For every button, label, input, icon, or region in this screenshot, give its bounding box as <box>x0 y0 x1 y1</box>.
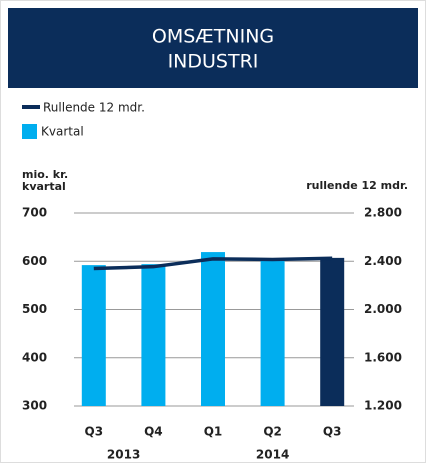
y2-axis-label: rullende 12 mdr. <box>306 179 408 192</box>
x-tick-label: Q3 <box>323 425 342 439</box>
bar <box>320 257 345 406</box>
legend-label: Kvartal <box>41 125 84 139</box>
x-tick-label: Q4 <box>144 425 163 439</box>
bar <box>260 258 285 406</box>
y2-tick-label: 1.200 <box>364 399 402 413</box>
bar <box>141 264 166 406</box>
y-axis-label: mio. kr. <box>22 168 68 181</box>
year-label: 2014 <box>256 448 289 462</box>
x-tick-label: Q3 <box>85 425 104 439</box>
y-axis-label: kvartal <box>22 180 66 193</box>
chart-title: INDUSTRI <box>168 51 259 73</box>
chart-title: OMSÆTNING <box>152 26 274 48</box>
y-tick-label: 700 <box>22 206 47 220</box>
x-tick-label: Q1 <box>204 425 223 439</box>
y2-tick-label: 1.600 <box>364 350 402 364</box>
y2-tick-label: 2.800 <box>364 206 402 220</box>
header <box>8 8 418 88</box>
bar <box>81 265 106 406</box>
legend-swatch <box>22 124 37 139</box>
y-tick-label: 400 <box>22 350 47 364</box>
y2-tick-label: 2.400 <box>364 254 402 268</box>
y2-tick-label: 2.000 <box>364 302 402 316</box>
y-tick-label: 500 <box>22 302 47 316</box>
y-tick-label: 300 <box>22 399 47 413</box>
year-label: 2013 <box>107 448 140 462</box>
bar <box>201 252 225 406</box>
y-tick-label: 600 <box>22 254 47 268</box>
legend-label: Rullende 12 mdr. <box>43 101 145 115</box>
x-tick-label: Q2 <box>263 425 282 439</box>
line <box>93 256 333 271</box>
